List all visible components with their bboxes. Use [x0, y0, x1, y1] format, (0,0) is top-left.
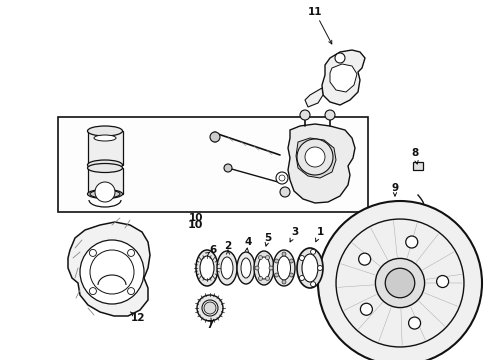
Ellipse shape — [196, 250, 218, 286]
Ellipse shape — [254, 251, 274, 285]
Ellipse shape — [202, 300, 218, 316]
Circle shape — [282, 280, 286, 284]
Circle shape — [90, 250, 134, 294]
Text: 9: 9 — [392, 183, 398, 193]
Text: 1: 1 — [317, 227, 323, 237]
Circle shape — [80, 240, 144, 304]
Circle shape — [305, 147, 325, 167]
Circle shape — [95, 182, 115, 202]
Text: 8: 8 — [412, 148, 418, 158]
Circle shape — [318, 201, 482, 360]
Polygon shape — [68, 222, 150, 316]
Circle shape — [210, 132, 220, 142]
Text: 7: 7 — [206, 320, 214, 330]
Polygon shape — [322, 50, 365, 105]
Text: 4: 4 — [245, 237, 252, 247]
Circle shape — [127, 288, 135, 294]
Circle shape — [280, 187, 290, 197]
Circle shape — [361, 303, 372, 315]
Text: 12: 12 — [131, 313, 145, 323]
Circle shape — [276, 172, 288, 184]
Text: 10: 10 — [187, 220, 203, 230]
Circle shape — [274, 259, 279, 263]
Ellipse shape — [88, 160, 122, 170]
Circle shape — [385, 268, 415, 298]
Circle shape — [224, 164, 232, 172]
Circle shape — [409, 317, 420, 329]
Circle shape — [259, 256, 263, 260]
Ellipse shape — [88, 126, 122, 136]
Circle shape — [299, 275, 304, 280]
Ellipse shape — [258, 257, 270, 279]
Circle shape — [89, 249, 97, 256]
Circle shape — [318, 266, 322, 270]
Circle shape — [300, 110, 310, 120]
Ellipse shape — [94, 135, 116, 141]
Bar — [88, 131, 123, 165]
Polygon shape — [296, 138, 336, 178]
Ellipse shape — [90, 190, 120, 198]
Circle shape — [266, 276, 270, 280]
Circle shape — [437, 275, 449, 288]
Text: 2: 2 — [224, 241, 232, 251]
Ellipse shape — [302, 254, 318, 282]
Circle shape — [359, 253, 370, 265]
Circle shape — [290, 273, 294, 277]
Circle shape — [266, 256, 270, 260]
Ellipse shape — [273, 250, 295, 286]
Circle shape — [259, 276, 263, 280]
Circle shape — [282, 252, 286, 256]
Circle shape — [325, 110, 335, 120]
Bar — [88, 168, 123, 194]
Ellipse shape — [88, 189, 122, 198]
Ellipse shape — [221, 257, 233, 279]
Ellipse shape — [297, 248, 323, 288]
Circle shape — [335, 53, 345, 63]
Ellipse shape — [88, 163, 122, 172]
Ellipse shape — [197, 295, 223, 321]
Polygon shape — [305, 88, 323, 107]
Circle shape — [297, 139, 333, 175]
Circle shape — [290, 259, 294, 263]
Text: 10: 10 — [189, 213, 203, 223]
Text: 5: 5 — [265, 233, 271, 243]
Text: 6: 6 — [209, 245, 217, 255]
Circle shape — [375, 258, 425, 307]
Ellipse shape — [277, 256, 291, 280]
Circle shape — [204, 302, 216, 314]
Bar — [58, 117, 368, 212]
Polygon shape — [288, 124, 355, 203]
Text: 3: 3 — [292, 227, 298, 237]
Circle shape — [127, 249, 135, 256]
Ellipse shape — [237, 252, 255, 284]
Bar — [413, 162, 423, 170]
Ellipse shape — [200, 256, 214, 280]
Circle shape — [255, 266, 259, 270]
Circle shape — [89, 288, 97, 294]
Text: 11: 11 — [308, 7, 322, 17]
Circle shape — [299, 256, 304, 261]
Circle shape — [279, 175, 285, 181]
Circle shape — [274, 273, 279, 277]
Ellipse shape — [241, 258, 251, 278]
Ellipse shape — [217, 251, 237, 285]
Circle shape — [311, 249, 316, 254]
Circle shape — [269, 266, 273, 270]
Polygon shape — [330, 64, 357, 92]
Circle shape — [311, 282, 316, 287]
Circle shape — [406, 236, 418, 248]
